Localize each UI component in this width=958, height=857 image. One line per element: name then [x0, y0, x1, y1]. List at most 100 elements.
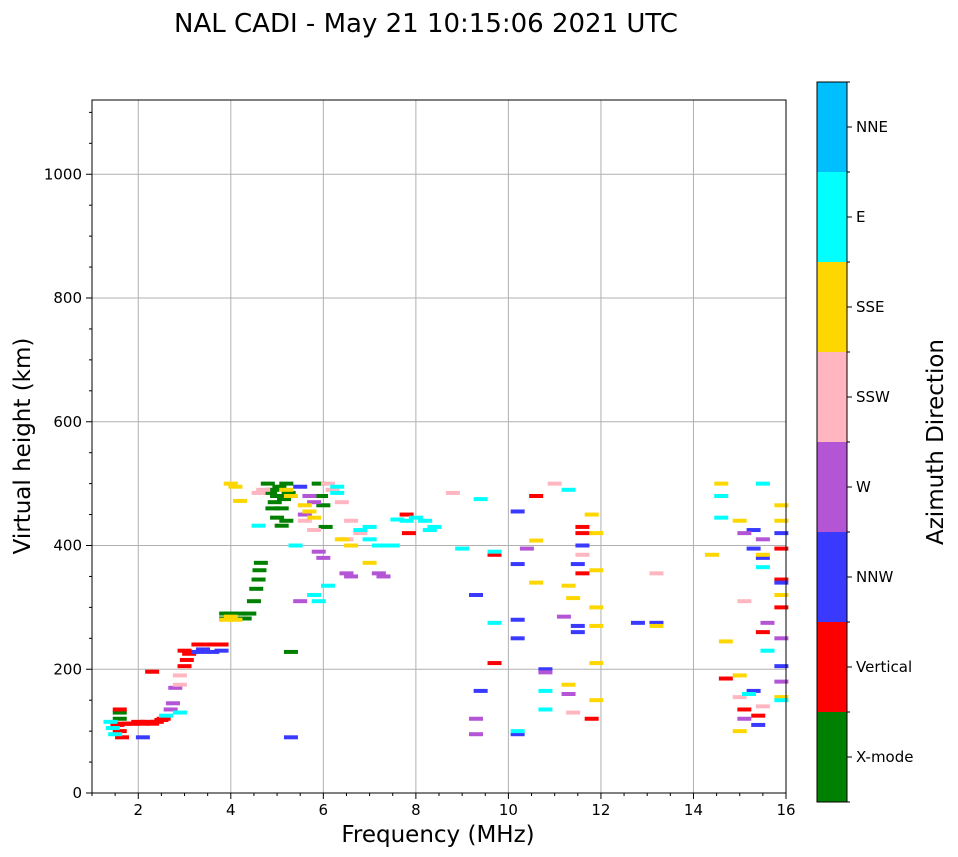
echo-sse: [589, 568, 604, 573]
colorbar-tick-label: NNW: [856, 568, 893, 586]
echo-sse: [732, 673, 747, 678]
echo-sse: [307, 515, 322, 520]
x-tick-label: 14: [684, 801, 703, 819]
echo-ssw: [251, 490, 266, 495]
echo-e: [714, 515, 729, 520]
echo-e: [538, 688, 553, 693]
echo-vertical: [112, 729, 127, 734]
echo-w: [316, 555, 331, 560]
echo-sse: [223, 614, 238, 619]
echo-vertical: [191, 642, 206, 647]
echo-e: [487, 549, 502, 554]
echo-x-mode: [251, 577, 266, 582]
colorbar-tick-label: Vertical: [856, 658, 912, 676]
echo-ssw: [172, 682, 187, 687]
echo-w: [297, 512, 312, 517]
echo-ssw: [566, 710, 581, 715]
echo-sse: [589, 661, 604, 666]
echo-x-mode: [279, 518, 294, 523]
echo-x-mode: [265, 487, 280, 492]
grid-lines: [92, 100, 787, 794]
echo-x-mode: [272, 484, 287, 489]
echo-ssw: [737, 599, 752, 604]
echo-e: [510, 729, 525, 734]
echo-w: [469, 716, 484, 721]
echo-ssw: [256, 487, 271, 492]
echo-ssw: [297, 518, 312, 523]
echo-vertical: [774, 577, 789, 582]
echo-ssw: [353, 531, 368, 536]
echo-sse: [283, 494, 298, 498]
echo-sse: [223, 481, 238, 486]
echo-x-mode: [279, 481, 294, 486]
echo-e: [371, 543, 386, 548]
echo-nnw: [570, 562, 585, 567]
echo-x-mode: [318, 524, 333, 529]
y-tick-label: 600: [53, 413, 82, 431]
echo-e: [755, 565, 770, 570]
echo-ssw: [344, 518, 359, 523]
echo-w: [293, 599, 308, 604]
echo-nnw: [510, 636, 525, 641]
echo-x-mode: [270, 515, 285, 520]
echo-w: [519, 546, 534, 551]
y-tick-label: 0: [72, 784, 82, 802]
echo-nnw: [630, 620, 645, 625]
echo-nnw: [214, 648, 229, 653]
colorbar-segment-vertical: [817, 622, 847, 712]
colorbar-segment-w: [817, 442, 847, 532]
echo-ssw: [732, 695, 747, 700]
echo-x-mode: [263, 490, 278, 495]
x-tick-label: 12: [591, 801, 610, 819]
echo-nnw: [755, 555, 770, 560]
echo-sse: [561, 583, 576, 588]
echo-vertical: [487, 552, 502, 557]
echo-vertical: [575, 531, 590, 536]
echo-x-mode: [112, 716, 127, 721]
echo-e: [422, 528, 437, 533]
echo-x-mode: [265, 506, 280, 511]
echo-e: [362, 524, 377, 529]
echo-w: [760, 620, 775, 625]
colorbar-segment-x-mode: [817, 712, 847, 802]
echo-sse: [279, 487, 294, 492]
echo-nnw: [746, 546, 761, 551]
echo-w: [163, 707, 178, 712]
echo-sse: [718, 639, 733, 644]
echo-vertical: [575, 571, 590, 576]
echo-ssw: [575, 552, 590, 557]
echo-w: [311, 549, 326, 554]
echo-e: [561, 487, 576, 492]
colorbar: X-mode Vertical NNW W SSW SSE E NNE: [816, 81, 913, 803]
echo-e: [487, 620, 502, 625]
echo-vertical: [487, 661, 502, 666]
echo-e: [741, 692, 756, 696]
echo-e: [288, 543, 303, 548]
echo-x-mode: [260, 481, 275, 486]
echo-sse: [714, 481, 729, 486]
echo-w: [168, 685, 183, 690]
echo-sse: [529, 580, 544, 585]
echo-w: [339, 571, 354, 576]
echo-nnw: [135, 735, 150, 740]
y-tick-label: 800: [53, 289, 82, 307]
echo-x-mode: [242, 611, 257, 616]
echo-e: [427, 524, 442, 529]
echo-sse: [649, 623, 664, 628]
echo-w: [165, 701, 180, 706]
echo-nnw: [570, 630, 585, 635]
echo-sse: [774, 503, 789, 508]
echo-sse: [774, 518, 789, 523]
echo-nnw: [469, 593, 484, 597]
echo-sse: [529, 538, 544, 543]
echo-x-mode: [311, 481, 326, 486]
echo-sse: [334, 537, 349, 542]
echo-nnw: [746, 528, 761, 533]
echo-e: [755, 481, 770, 486]
echo-e: [320, 583, 335, 588]
echo-sse: [561, 682, 576, 687]
y-tick-label: 400: [53, 537, 82, 555]
echo-ssw: [649, 571, 664, 576]
echo-sse: [732, 518, 747, 523]
